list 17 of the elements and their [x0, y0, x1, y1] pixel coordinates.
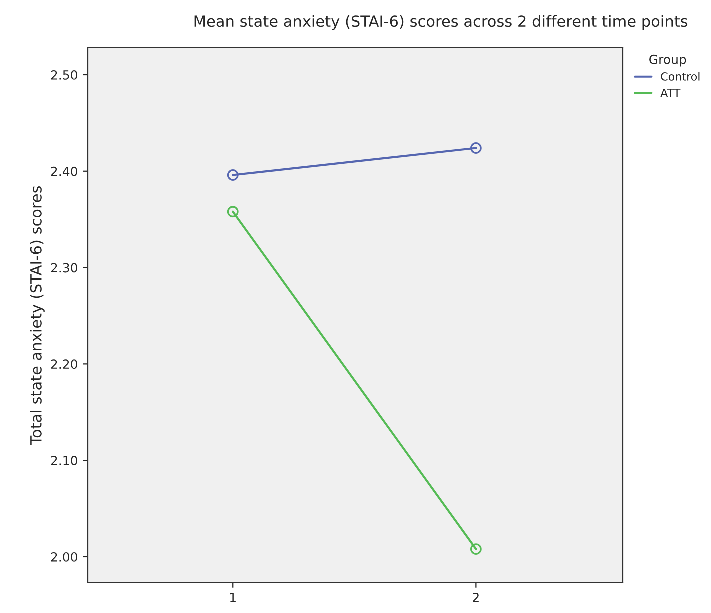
point: [227, 206, 239, 218]
legend-label: Control: [661, 72, 700, 81]
y-tick-label: 2.00: [51, 552, 78, 562]
y-tick-label: 2.40: [51, 166, 78, 176]
legend-label: ATT: [660, 88, 681, 98]
point: [470, 544, 482, 555]
legend-title: Group: [650, 54, 686, 67]
y-tick-label: 2.30: [51, 263, 78, 273]
point: [227, 170, 239, 181]
y-tick-label: 2.20: [51, 360, 78, 370]
y-tick-label: 2.10: [51, 456, 78, 466]
point: [470, 142, 482, 154]
y-axis-title: Total state anxiety (STAI-6) scores: [30, 186, 45, 446]
chart-title: Mean state anxiety (STAI-6) scores across 2 different time points: [194, 15, 688, 30]
x-tick-label: 1: [230, 593, 236, 602]
y-tick-label: 2.50: [51, 70, 78, 80]
x-tick-label: 2: [473, 592, 479, 602]
